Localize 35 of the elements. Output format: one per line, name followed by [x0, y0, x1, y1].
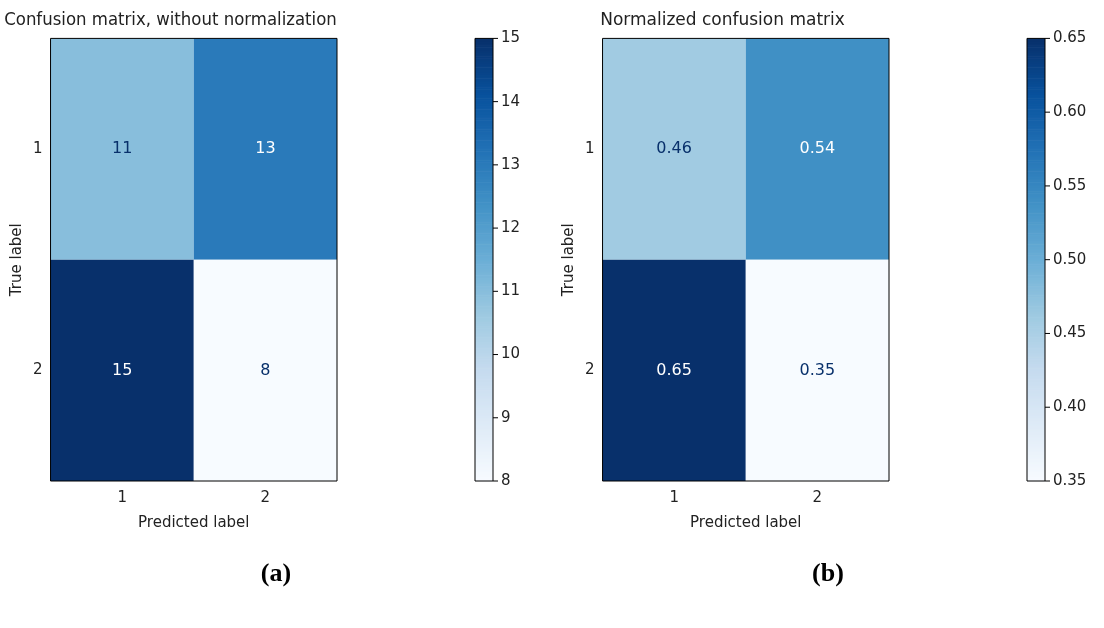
data-label: 0.65: [656, 359, 692, 379]
color-bar-label: 10: [501, 344, 521, 363]
data-label: 15: [111, 359, 133, 379]
x-tick-label: 2: [812, 487, 823, 506]
text: (a): [259, 558, 293, 588]
color-bar-label: 9: [501, 407, 511, 426]
y-axis-title: True label: [6, 223, 25, 298]
text: (b): [811, 558, 845, 588]
color-bar-label: 13: [501, 154, 521, 173]
color-bar-label: 0.65: [1053, 28, 1087, 47]
color-bar-label: 0.50: [1053, 249, 1087, 268]
x-tick-label: 2: [260, 487, 271, 506]
color-bar-label: 0.45: [1053, 323, 1087, 342]
color-bar-label: 0.35: [1053, 470, 1087, 489]
data-label: 13: [255, 138, 276, 158]
x-axis-title: Predicted label: [138, 512, 250, 531]
color-bar-label: 8: [501, 470, 511, 489]
color-bar-label: 12: [501, 217, 521, 236]
data-label: 0.46: [656, 138, 692, 158]
chart-title: Normalized confusion matrix: [600, 8, 845, 29]
color-bar-label: 0.60: [1053, 102, 1087, 121]
x-axis-title: Predicted label: [690, 512, 802, 531]
y-axis-title: True label: [558, 223, 577, 298]
data-label: 0.35: [799, 359, 836, 379]
color-bar-label: 11: [501, 281, 521, 300]
chart-title: Confusion matrix, without normalization: [4, 8, 337, 29]
color-bar-label: 15: [501, 28, 521, 47]
data-label: 0.54: [799, 138, 836, 158]
data-label: 8: [260, 359, 271, 379]
color-bar-label: 0.40: [1053, 397, 1087, 416]
color-bar-label: 0.55: [1053, 175, 1087, 194]
data-label: 11: [111, 138, 133, 158]
color-bar-label: 14: [501, 91, 521, 110]
x-tick-label: 1: [669, 487, 679, 506]
x-tick-label: 1: [117, 487, 127, 506]
